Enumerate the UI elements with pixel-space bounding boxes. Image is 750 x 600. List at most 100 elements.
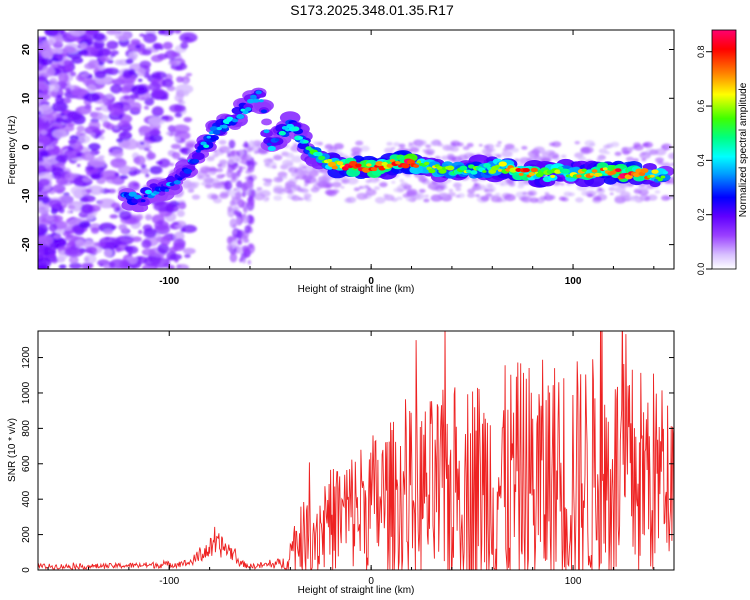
spectrogram-noise-mark <box>140 163 147 169</box>
spectrogram-noise-mark <box>78 221 91 229</box>
colorbar-tick-label: 0.4 <box>696 154 706 167</box>
spectrogram-noise-mark <box>169 60 178 66</box>
spectrogram-haze-mark <box>480 195 490 202</box>
spectrogram-noise-mark <box>179 32 198 43</box>
spectrogram-noise-mark <box>169 162 175 166</box>
spectrogram-noise-mark <box>47 253 57 259</box>
spectrogram-ridge-mark <box>203 144 210 149</box>
spectrogram-noise-mark <box>138 229 143 235</box>
spectrogram-noise-mark <box>81 203 94 214</box>
spectrogram-noise-mark <box>130 138 135 142</box>
spectrogram-noise-mark <box>161 78 174 88</box>
spectrogram-noise-mark <box>39 58 53 66</box>
spectrogram-ridge-mark <box>261 118 273 126</box>
spectrogram-haze-mark <box>654 190 661 194</box>
spectrogram-frame <box>37 29 675 270</box>
spectrogram-noise-mark <box>75 105 92 115</box>
spectrogram-noise-mark <box>51 257 58 264</box>
spectrogram-noise-mark <box>128 51 139 59</box>
spectrogram-streak-mark <box>229 252 238 263</box>
spectrogram-noise-mark <box>86 262 94 269</box>
spectrogram-ridge-mark <box>657 177 664 182</box>
spectrogram-noise-mark <box>70 185 89 196</box>
spectrogram-noise-mark <box>110 84 122 94</box>
spectrogram-noise-mark <box>69 262 82 269</box>
spectrogram-haze-mark <box>494 192 501 197</box>
spectrogram-ridge-mark <box>326 158 333 163</box>
spectrogram-haze-mark <box>417 139 427 146</box>
colorbar-tick-label: 0.2 <box>696 208 706 221</box>
spectrogram-noise-mark <box>185 72 193 77</box>
spectrogram-noise-mark <box>55 154 69 163</box>
spectrogram-ridge-mark <box>597 173 603 177</box>
spectrogram-noise-mark <box>51 101 68 112</box>
spectrogram-haze-mark <box>199 166 212 174</box>
spectrogram-haze-mark <box>462 145 470 151</box>
spectrogram-noise-mark <box>165 131 171 136</box>
spectrogram-ridge-mark <box>349 160 358 167</box>
spectrogram-noise-mark <box>139 132 145 137</box>
spectrogram-haze-mark <box>262 178 268 182</box>
spectrogram-haze-mark <box>483 145 490 149</box>
spectrogram-noise-mark <box>148 116 166 126</box>
spectrogram-haze-mark <box>476 184 487 191</box>
spectrogram-noise-mark <box>128 68 136 75</box>
spectrogram-ridge-mark <box>266 142 272 146</box>
spectrogram-ridge-mark <box>263 129 270 134</box>
spectrogram-noise-mark <box>126 246 134 253</box>
spectrogram-noise-mark <box>76 125 85 133</box>
spectrogram-noise-mark <box>41 50 51 58</box>
spectrogram-noise-mark <box>67 122 75 127</box>
spectrogram-haze-mark <box>204 183 213 189</box>
spectrogram-haze-mark <box>467 192 476 198</box>
spectrogram-noise-mark <box>119 174 129 180</box>
spectrogram-haze-mark <box>655 157 664 163</box>
spectrogram-haze-mark <box>661 143 672 150</box>
spectrogram-noise-mark <box>110 202 121 209</box>
spectrogram-haze-mark <box>466 142 474 148</box>
spectrogram-noise-mark <box>106 93 114 100</box>
spectrogram-streak-mark <box>232 235 237 241</box>
spectrogram-noise-mark <box>55 47 59 52</box>
spectrogram-noise-mark <box>141 239 152 249</box>
snr-plot-area <box>38 331 674 570</box>
spectrogram-haze-mark <box>446 153 455 159</box>
spectrogram-noise-mark <box>173 104 183 112</box>
spectrogram-haze-mark <box>396 196 403 201</box>
snr-ytick-label: 0 <box>21 567 32 573</box>
spectrogram-haze-mark <box>303 193 312 199</box>
spectrogram-ridge-mark <box>192 158 200 164</box>
spectrogram-noise-mark <box>48 190 55 195</box>
spectrogram-noise-mark <box>130 84 148 95</box>
spectrogram-noise-mark <box>183 80 188 84</box>
spectrogram-haze-mark <box>241 166 247 170</box>
spectrogram-ridge-mark <box>250 94 257 100</box>
spectrogram-ridge-mark <box>482 170 487 173</box>
spectrogram-ridge-mark <box>208 131 215 135</box>
snr-frame <box>37 330 675 571</box>
spectrogram-noise-mark <box>38 248 44 260</box>
spectrogram-haze-mark <box>291 155 303 163</box>
spectrogram-noise-mark <box>56 94 63 98</box>
spectrogram-streak-mark <box>234 191 242 201</box>
spectrogram-haze-mark <box>202 176 214 184</box>
spectrogram-haze-mark <box>645 196 651 200</box>
spectrogram-noise-mark <box>125 58 134 65</box>
spectrogram-haze-mark <box>544 192 550 196</box>
spectrogram-ridge-mark <box>498 161 507 167</box>
spectrogram-haze-mark <box>437 143 444 147</box>
spectrogram-haze-mark <box>511 147 519 153</box>
spectrogram-ridge-mark <box>303 139 309 144</box>
snr-series-line <box>38 331 674 570</box>
spectrogram-streak-mark <box>247 259 252 265</box>
spectrogram-haze-mark <box>360 145 370 152</box>
spectrogram-streak-mark <box>244 225 251 234</box>
spectrogram-haze-mark <box>665 195 672 200</box>
spectrogram-noise-mark <box>112 78 124 86</box>
spectrogram-noise-mark <box>119 210 132 221</box>
spectrogram-noise-mark <box>65 87 72 93</box>
spectrogram-ridge-mark <box>662 170 669 175</box>
spectrogram-noise-mark <box>172 124 190 134</box>
spectrogram-haze-mark <box>252 140 263 147</box>
